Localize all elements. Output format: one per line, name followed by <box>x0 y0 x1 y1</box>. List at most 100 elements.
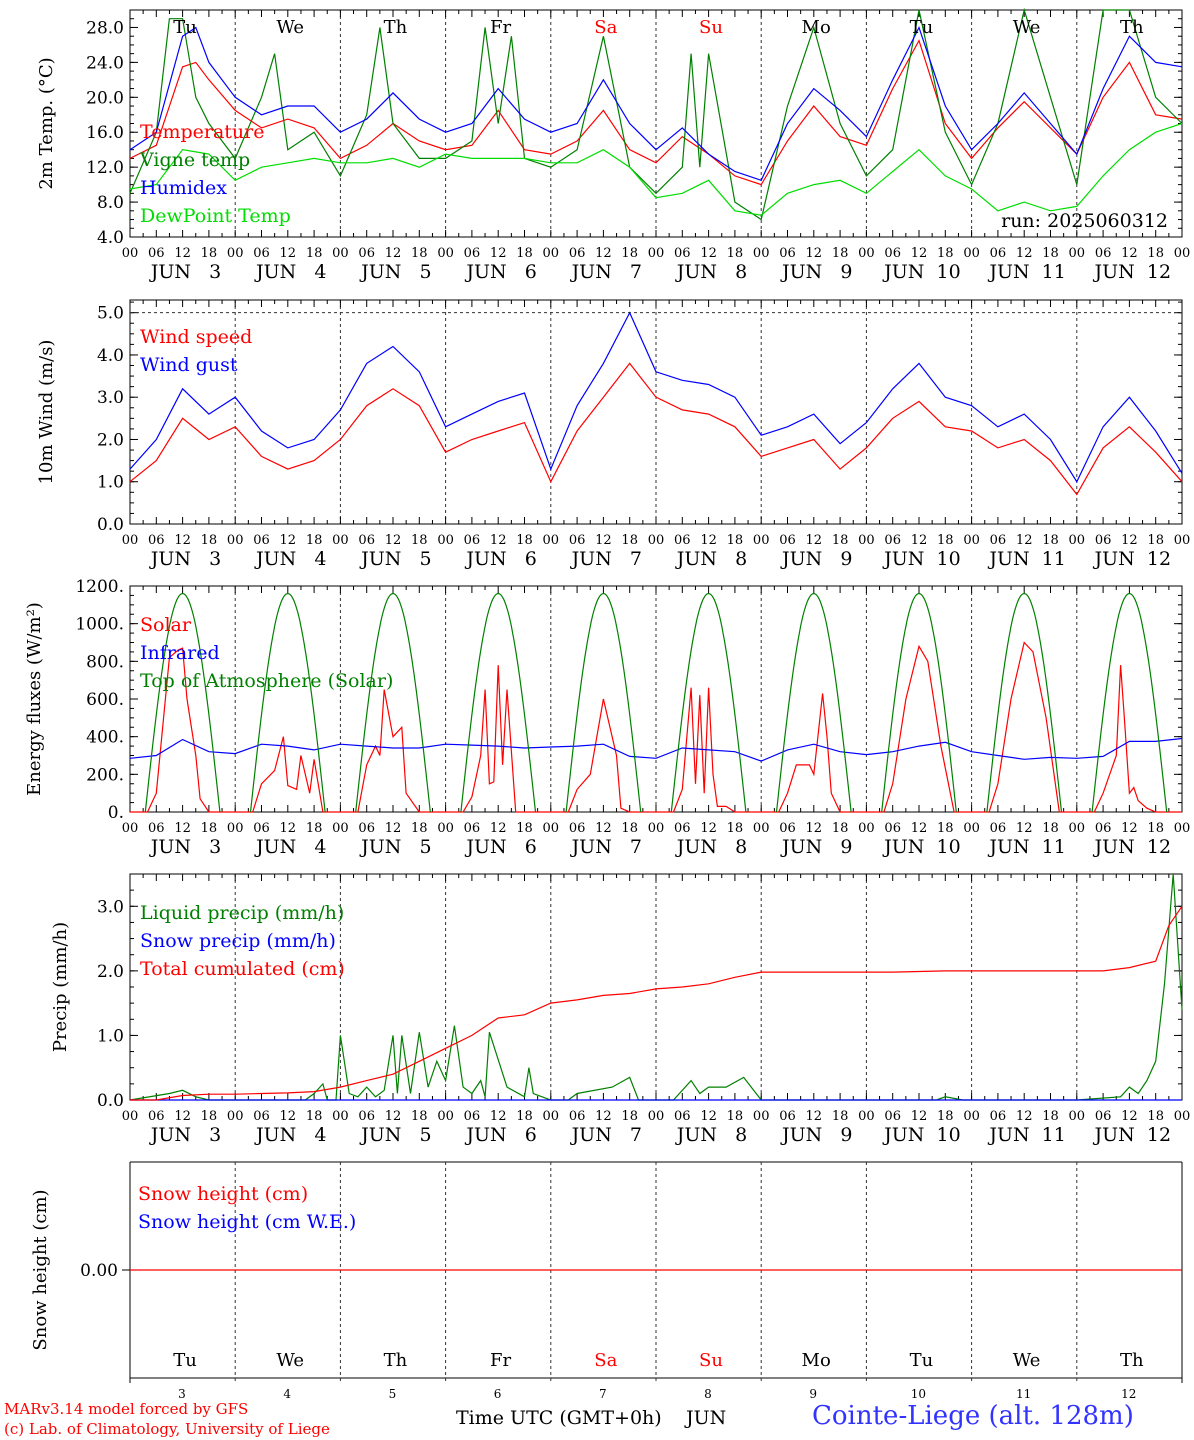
y-tick-label: 12.0 <box>86 158 124 178</box>
toa-solar-arc <box>355 592 431 813</box>
x-tick-label: 12 <box>385 246 402 261</box>
x-tick-label: 12 <box>385 1109 402 1124</box>
x-tick-label: 12 <box>1016 1109 1033 1124</box>
site-title: Cointe-Liege (alt. 128m) <box>812 1401 1134 1431</box>
x-tick-label: 06 <box>674 821 691 836</box>
x-tick-label: 06 <box>358 246 375 261</box>
y-tick-label: 1.0 <box>97 473 124 493</box>
x-tick-label: 12 <box>700 533 717 548</box>
x-tick-label: 00 <box>963 821 980 836</box>
toa-solar-arc <box>881 592 957 813</box>
day-number: 9 <box>809 1387 817 1401</box>
date-label: JUN 5 <box>359 548 431 570</box>
x-tick-label: 00 <box>648 246 665 261</box>
x-tick-label: 12 <box>280 821 297 836</box>
toa-solar-arc <box>986 592 1063 813</box>
x-tick-label: 00 <box>227 533 244 548</box>
x-tick-label: 06 <box>253 533 270 548</box>
x-tick-label: 12 <box>595 1109 612 1124</box>
x-tick-label: 00 <box>1174 821 1191 836</box>
day-name: Th <box>1120 1350 1144 1371</box>
x-tick-label: 06 <box>779 533 796 548</box>
x-tick-label: 12 <box>911 821 928 836</box>
x-tick-label: 18 <box>306 1109 323 1124</box>
date-label: JUN 5 <box>359 261 431 283</box>
day-name: Mo <box>802 17 831 38</box>
y-axis-title: Precip (mm/h) <box>50 922 71 1052</box>
x-tick-label: 00 <box>227 1109 244 1124</box>
x-tick-label: 18 <box>516 1109 533 1124</box>
run-label: run: 2025060312 <box>1001 210 1168 232</box>
lab-credit: (c) Lab. of Climatology, University of L… <box>4 1420 330 1438</box>
x-tick-label: 18 <box>411 821 428 836</box>
x-tick-label: 06 <box>569 1109 586 1124</box>
x-tick-label: 12 <box>700 246 717 261</box>
x-tick-label: 06 <box>1095 533 1112 548</box>
x-tick-label: 18 <box>1147 533 1164 548</box>
x-tick-label: 06 <box>148 821 165 836</box>
x-tick-label: 06 <box>569 246 586 261</box>
x-tick-label: 18 <box>306 821 323 836</box>
x-tick-label: 06 <box>569 821 586 836</box>
y-tick-label: 4.0 <box>97 346 124 366</box>
x-tick-label: 18 <box>411 533 428 548</box>
x-tick-label: 12 <box>490 533 507 548</box>
panel-3-legend-2: Total cumulated (cm) <box>140 958 345 980</box>
date-label: JUN 4 <box>254 1124 326 1146</box>
x-tick-label: 06 <box>148 246 165 261</box>
x-tick-label: 06 <box>990 1109 1007 1124</box>
y-tick-label: 0.0 <box>97 515 124 535</box>
date-label: JUN 5 <box>359 1124 431 1146</box>
x-tick-label: 00 <box>543 246 560 261</box>
x-tick-label: 12 <box>174 1109 191 1124</box>
x-tick-label: 06 <box>990 821 1007 836</box>
x-tick-label: 18 <box>727 821 744 836</box>
day-name: We <box>276 17 304 38</box>
x-tick-label: 12 <box>911 533 928 548</box>
x-tick-label: 06 <box>674 246 691 261</box>
x-tick-label: 00 <box>648 821 665 836</box>
day-number: 11 <box>1016 1387 1031 1401</box>
x-tick-label: 18 <box>1147 1109 1164 1124</box>
y-axis-title: Energy fluxes (W/m²) <box>24 602 45 796</box>
x-tick-label: 18 <box>832 1109 849 1124</box>
x-tick-label: 12 <box>911 246 928 261</box>
x-tick-label: 12 <box>490 1109 507 1124</box>
day-name: Th <box>384 17 408 38</box>
date-label: JUN 8 <box>675 261 747 283</box>
x-tick-label: 18 <box>201 533 218 548</box>
day-name: We <box>1013 17 1041 38</box>
x-tick-label: 00 <box>1069 1109 1086 1124</box>
x-tick-label: 18 <box>727 246 744 261</box>
y-tick-label: 400. <box>86 728 124 748</box>
date-label: JUN 8 <box>675 836 747 858</box>
panel-3-legend-1: Snow precip (mm/h) <box>140 930 336 952</box>
date-label: JUN 11 <box>987 548 1066 570</box>
x-tick-label: 06 <box>253 821 270 836</box>
x-tick-label: 06 <box>358 1109 375 1124</box>
y-tick-label: 1.0 <box>97 1026 124 1046</box>
y-tick-label: 20.0 <box>86 88 124 108</box>
day-name: Fr <box>490 17 511 38</box>
x-tick-label: 00 <box>543 1109 560 1124</box>
x-tick-label: 00 <box>648 533 665 548</box>
day-name: Tu <box>910 1350 934 1371</box>
x-tick-label: 12 <box>1016 246 1033 261</box>
day-number: 12 <box>1121 1387 1136 1401</box>
date-label: JUN 10 <box>882 836 961 858</box>
x-tick-label: 06 <box>358 533 375 548</box>
x-axis-label: Time UTC (GMT+0h) <box>456 1407 662 1429</box>
panel-0-legend-0: Temperature <box>140 121 264 143</box>
date-label: JUN 7 <box>570 836 642 858</box>
x-tick-label: 18 <box>516 246 533 261</box>
x-tick-label: 12 <box>1121 821 1138 836</box>
x-tick-label: 00 <box>1069 533 1086 548</box>
x-tick-label: 18 <box>306 533 323 548</box>
x-tick-label: 06 <box>253 1109 270 1124</box>
x-tick-label: 06 <box>779 1109 796 1124</box>
day-number: 5 <box>389 1387 397 1401</box>
x-tick-label: 18 <box>1147 821 1164 836</box>
x-tick-label: 12 <box>1121 246 1138 261</box>
x-tick-label: 12 <box>174 533 191 548</box>
y-axis-title: 10m Wind (m/s) <box>36 340 57 485</box>
